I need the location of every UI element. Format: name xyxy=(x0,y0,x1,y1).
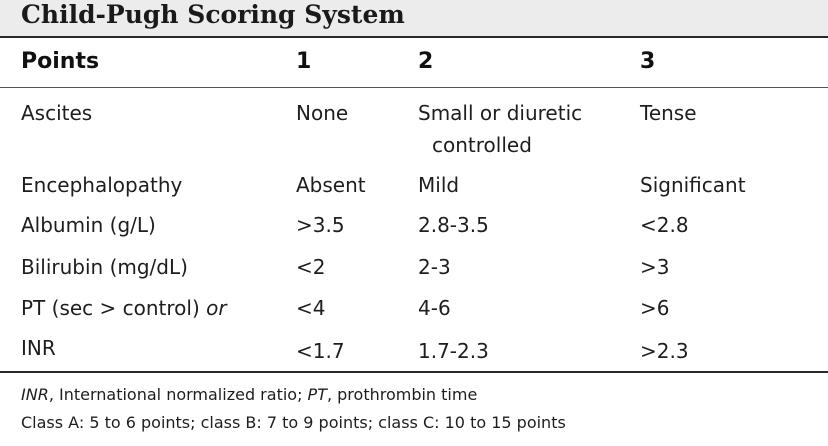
row-label: Albumin (g/L) xyxy=(21,213,156,237)
row-label: PT (sec > control) or xyxy=(21,293,227,323)
top-rule xyxy=(0,36,828,38)
row-value-1: <1.7 xyxy=(296,339,345,363)
row-value-1: None xyxy=(296,101,349,125)
row-value-2: Mild xyxy=(418,173,460,197)
row-value-1: >3.5 xyxy=(296,213,345,237)
footnote-abbr-pt-def: , prothrombin time xyxy=(326,385,478,404)
row-value-2: 1.7-2.3 xyxy=(418,339,489,363)
header-col-1: 1 xyxy=(296,49,312,74)
header-rule xyxy=(0,87,828,88)
row-label: INR xyxy=(21,336,56,360)
header-points: Points xyxy=(21,49,100,74)
row-value-3: >3 xyxy=(640,255,670,279)
row-label: Encephalopathy xyxy=(21,173,183,197)
row-label: Bilirubin (mg/dL) xyxy=(21,255,188,279)
row-value-1: <2 xyxy=(296,255,326,279)
header-col-3: 3 xyxy=(640,49,656,74)
row-value-3: Significant xyxy=(640,173,746,197)
row-value-2-cont: controlled xyxy=(432,133,532,157)
row-label-main: PT (sec > control) xyxy=(21,296,207,320)
row-value-3: >2.3 xyxy=(640,339,689,363)
row-value-2: 4-6 xyxy=(418,296,451,320)
footnote-abbreviations: INR, International normalized ratio; PT,… xyxy=(21,384,477,406)
bottom-rule xyxy=(0,371,828,373)
footnote-abbr-pt: PT xyxy=(307,385,327,404)
header-col-2: 2 xyxy=(418,49,434,74)
row-value-2: 2-3 xyxy=(418,255,451,279)
title-bar xyxy=(0,0,828,36)
table-title: Child-Pugh Scoring System xyxy=(21,0,405,29)
row-value-3: >6 xyxy=(640,296,670,320)
row-value-1: <4 xyxy=(296,296,326,320)
row-label-italic: or xyxy=(206,296,227,320)
row-value-1: Absent xyxy=(296,173,366,197)
row-value-3: <2.8 xyxy=(640,213,689,237)
row-value-3: Tense xyxy=(640,101,697,125)
footnote-abbr-inr: INR xyxy=(21,385,49,404)
row-value-2: 2.8-3.5 xyxy=(418,213,489,237)
row-label: Ascites xyxy=(21,101,93,125)
footnote-abbr-inr-def: , International normalized ratio; xyxy=(48,385,308,404)
footnote-classes: Class A: 5 to 6 points; class B: 7 to 9 … xyxy=(21,413,566,432)
row-value-2: Small or diuretic xyxy=(418,101,583,125)
